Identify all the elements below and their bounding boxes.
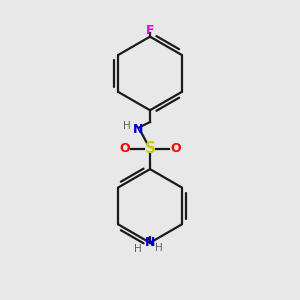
Text: S: S [145, 141, 155, 156]
Text: H: H [155, 243, 163, 253]
Text: H: H [123, 122, 131, 131]
Text: N: N [132, 124, 143, 136]
Text: H: H [134, 244, 142, 254]
Text: O: O [170, 142, 181, 155]
Text: N: N [145, 236, 155, 249]
Text: F: F [146, 24, 154, 37]
Text: O: O [119, 142, 130, 155]
